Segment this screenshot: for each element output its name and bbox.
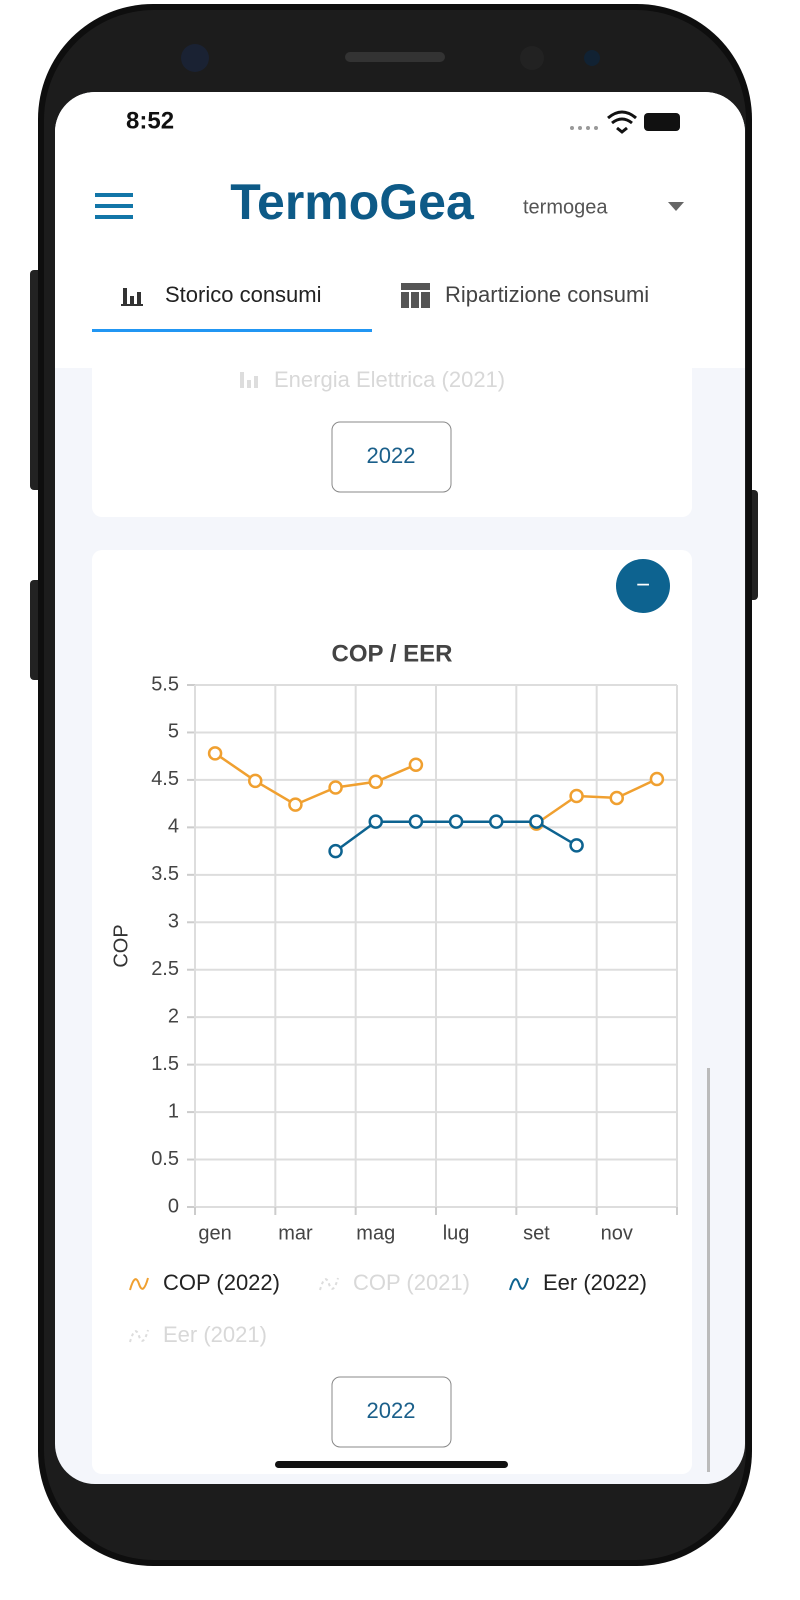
data-point	[529, 814, 544, 829]
y-tick-label: 1.5	[151, 1053, 179, 1075]
y-tick-label: 3	[168, 911, 179, 933]
y-axis-label: COP	[110, 924, 132, 967]
legend-icon	[129, 1329, 149, 1343]
menu-icon[interactable]	[95, 193, 133, 219]
legend-entry[interactable]: Eer (2022)	[543, 1270, 647, 1295]
tab[interactable]: Storico consumi	[165, 282, 322, 307]
y-tick-label: 0	[168, 1195, 179, 1217]
legend-entry[interactable]: COP (2022)	[163, 1270, 280, 1295]
year-button[interactable]	[331, 1376, 452, 1448]
y-tick-label: 3.5	[151, 863, 179, 885]
x-tick-label: gen	[198, 1222, 231, 1244]
tab[interactable]: Ripartizione consumi	[445, 282, 649, 307]
data-point	[489, 814, 504, 829]
data-point	[368, 814, 383, 829]
y-tick-label: 2.5	[151, 958, 179, 980]
battery-icon	[644, 113, 680, 131]
signal	[570, 126, 598, 130]
data-point	[207, 746, 223, 761]
x-tick-label: mag	[356, 1222, 395, 1244]
data-point	[569, 788, 584, 804]
year-button-label[interactable]: 2022	[367, 443, 416, 468]
tab-icon	[121, 288, 143, 306]
data-point	[248, 773, 263, 789]
x-tick-label: mar	[278, 1222, 313, 1244]
sensor	[520, 46, 544, 70]
legend-entry[interactable]: Eer (2021)	[163, 1322, 267, 1347]
series-line	[214, 752, 658, 825]
y-tick-label: 5.5	[151, 673, 179, 695]
data-point	[569, 838, 584, 853]
camera	[181, 44, 209, 72]
y-tick-label: 4.5	[151, 768, 179, 790]
y-tick-label: 1	[168, 1100, 179, 1122]
legend-entry[interactable]: Energia Elettrica (2021)	[274, 367, 505, 392]
wifi-icon	[607, 110, 637, 134]
data-point	[649, 771, 665, 787]
logo: TermoGea	[230, 174, 475, 230]
legend-entry[interactable]: COP (2021)	[353, 1270, 470, 1295]
card	[92, 550, 692, 1474]
x-tick-label: nov	[601, 1222, 633, 1244]
data-point	[288, 797, 303, 812]
legend-icon	[319, 1277, 339, 1291]
home-indicator	[275, 1461, 508, 1468]
y-tick-label: 4	[168, 816, 179, 838]
chart: 0 0.5 1 1.5 2 2.5 3 3.5 4 4.5 5 5.5 gen mar mag lug set n…	[129, 673, 678, 1347]
x-tick-label: lug	[443, 1222, 470, 1244]
data-point	[408, 757, 424, 772]
y-tick-label: 0.5	[151, 1148, 179, 1170]
scrollbar	[707, 1068, 710, 1472]
x-tick-label: set	[523, 1222, 550, 1244]
y-tick-label: 2	[168, 1005, 179, 1027]
dropdown-arrow[interactable]	[668, 202, 684, 211]
header	[55, 92, 745, 368]
y-tick-label: 5	[168, 721, 179, 743]
collapse-button[interactable]	[616, 559, 670, 613]
legend-icon	[509, 1277, 529, 1291]
collapse-label[interactable]: −	[636, 571, 650, 598]
year-button[interactable]	[331, 421, 452, 493]
status-time: 8:52	[126, 107, 174, 134]
data-point	[408, 814, 424, 829]
speaker	[345, 52, 445, 62]
legend-icon	[129, 1277, 149, 1291]
year-button-label[interactable]: 2022	[367, 1398, 416, 1423]
data-point	[368, 774, 383, 790]
data-point	[328, 780, 343, 795]
tab-indicator	[92, 329, 372, 332]
chart-title: COP / EER	[332, 640, 453, 667]
data-point	[328, 843, 343, 859]
tab-icon	[401, 283, 430, 308]
legend-icon	[240, 372, 258, 388]
data-point	[448, 814, 464, 829]
data-point	[609, 790, 624, 806]
user-name[interactable]: termogea	[523, 196, 608, 218]
sensor	[584, 50, 600, 66]
